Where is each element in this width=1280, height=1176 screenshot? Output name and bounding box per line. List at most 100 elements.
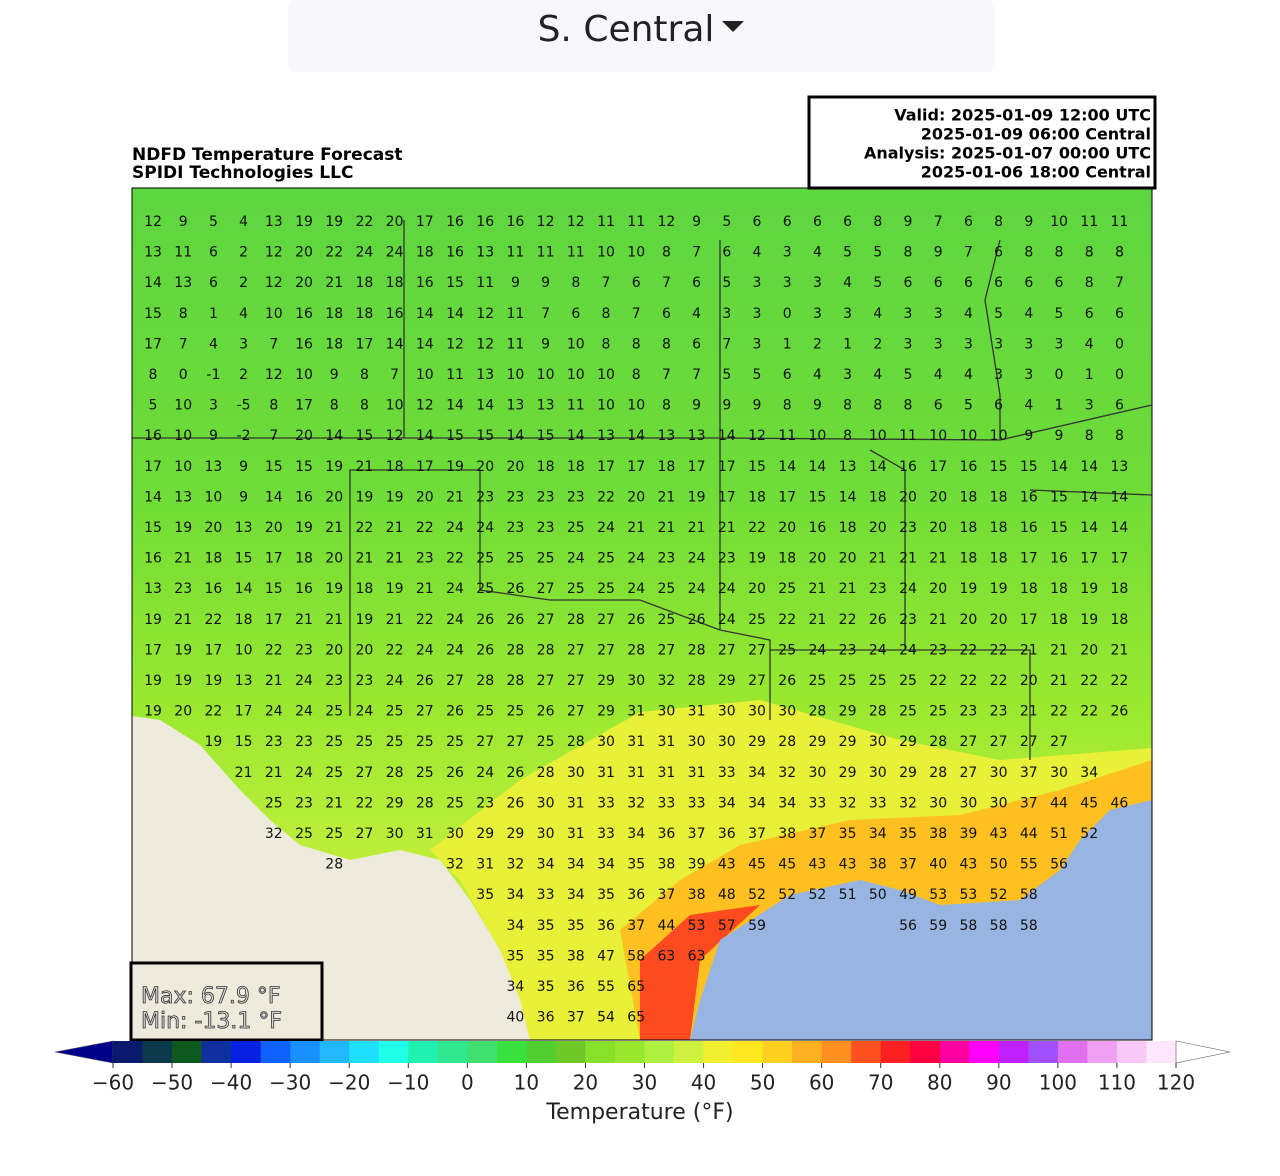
temp-label: 15 [808,489,826,505]
colorbar-bin [851,1041,882,1063]
temp-label: 35 [899,826,917,842]
temp-label: 6 [571,306,580,322]
temp-label: 19 [1080,612,1098,628]
temp-label: 21 [1050,673,1068,689]
temp-label: 3 [239,336,248,352]
temp-label: 11 [567,245,585,261]
temp-label: 3 [934,306,943,322]
temp-label: 25 [567,581,585,597]
temp-label: 17 [1080,551,1098,567]
temp-label: 7 [692,245,701,261]
temp-label: 45 [1080,795,1098,811]
temp-label: 7 [662,275,671,291]
temp-label: 12 [748,428,766,444]
temp-label: 22 [1080,704,1098,720]
temp-label: 15 [476,428,494,444]
temp-label: 11 [597,214,615,230]
temp-label: 20 [325,551,343,567]
temp-label: 15 [265,581,283,597]
temp-label: 37 [688,826,706,842]
temp-label: 19 [386,489,404,505]
temp-label: 24 [446,642,464,658]
temp-label: 28 [537,765,555,781]
temp-label: 44 [1050,795,1068,811]
temp-label: 21 [265,673,283,689]
temp-label: 21 [295,612,313,628]
temp-label: 21 [446,489,464,505]
temp-label: 31 [627,734,645,750]
temp-label: 43 [718,857,736,873]
temp-label: 8 [602,336,611,352]
temp-label: 59 [929,918,947,934]
temp-label: 31 [476,857,494,873]
temp-label: 30 [959,795,977,811]
temp-label: 37 [748,826,766,842]
temp-label: 18 [959,489,977,505]
temp-label: 13 [476,367,494,383]
temp-label: 35 [839,826,857,842]
dropdown-label[interactable]: S. Central [538,9,715,50]
temp-label: 21 [808,581,826,597]
temp-label: 6 [934,398,943,414]
temp-label: 13 [506,398,524,414]
temp-label: 17 [295,398,313,414]
temp-label: 25 [929,704,947,720]
temp-label: 22 [204,612,222,628]
colorbar-bin [1116,1041,1147,1063]
temp-label: 53 [688,918,706,934]
temp-label: 28 [506,642,524,658]
colorbar: −60 −50 −40 −30 −20 −10 0 10 20 30 40 50 60 70 80 90 100… [54,1040,1231,1095]
dropdown-caret[interactable] [722,21,744,32]
temp-label: 58 [959,918,977,934]
temp-label: 59 [748,918,766,934]
temp-label: 39 [688,857,706,873]
temp-label: 27 [567,704,585,720]
temp-label: 33 [657,795,675,811]
temp-label: 17 [778,489,796,505]
temp-label: 43 [839,857,857,873]
temp-label: 8 [149,367,158,383]
temp-label: 4 [873,367,882,383]
temp-label: 52 [990,887,1008,903]
temp-label: 33 [597,795,615,811]
temp-label: 10 [174,428,192,444]
temp-label: 24 [265,704,283,720]
temp-label: 19 [295,214,313,230]
temp-label: 36 [537,1010,555,1026]
temp-label: 3 [1024,367,1033,383]
temp-label: 37 [808,826,826,842]
temp-label: 21 [808,612,826,628]
temp-label: 30 [688,734,706,750]
temp-label: 33 [808,795,826,811]
temp-label: 50 [869,887,887,903]
temp-label: 14 [325,428,343,444]
temp-label: 23 [959,704,977,720]
temp-label: 10 [174,459,192,475]
info-line: Valid: 2025-01-09 12:00 UTC [894,106,1151,125]
temp-label: 55 [1020,857,1038,873]
temp-label: 27 [446,673,464,689]
temp-label: 18 [295,551,313,567]
temp-label: 25 [476,551,494,567]
temp-label: 32 [506,857,524,873]
temp-label: 19 [325,581,343,597]
temp-label: 17 [235,704,253,720]
colorbar-tick-label: 110 [1098,1071,1136,1095]
temp-label: 43 [808,857,826,873]
temp-label: 20 [295,245,313,261]
temp-label: 44 [1020,826,1038,842]
colorbar-bin [821,1041,852,1063]
dropdown[interactable] [288,0,995,72]
temp-label: 19 [174,520,192,536]
temp-label: 7 [179,336,188,352]
temp-label: 27 [748,642,766,658]
temp-label: -2 [237,428,251,444]
temp-label: 23 [839,642,857,658]
temp-label: 24 [597,520,615,536]
temp-label: 38 [688,887,706,903]
temp-label: 14 [1050,459,1068,475]
temp-label: 22 [748,520,766,536]
temp-label: 3 [994,367,1003,383]
temp-label: 21 [657,489,675,505]
